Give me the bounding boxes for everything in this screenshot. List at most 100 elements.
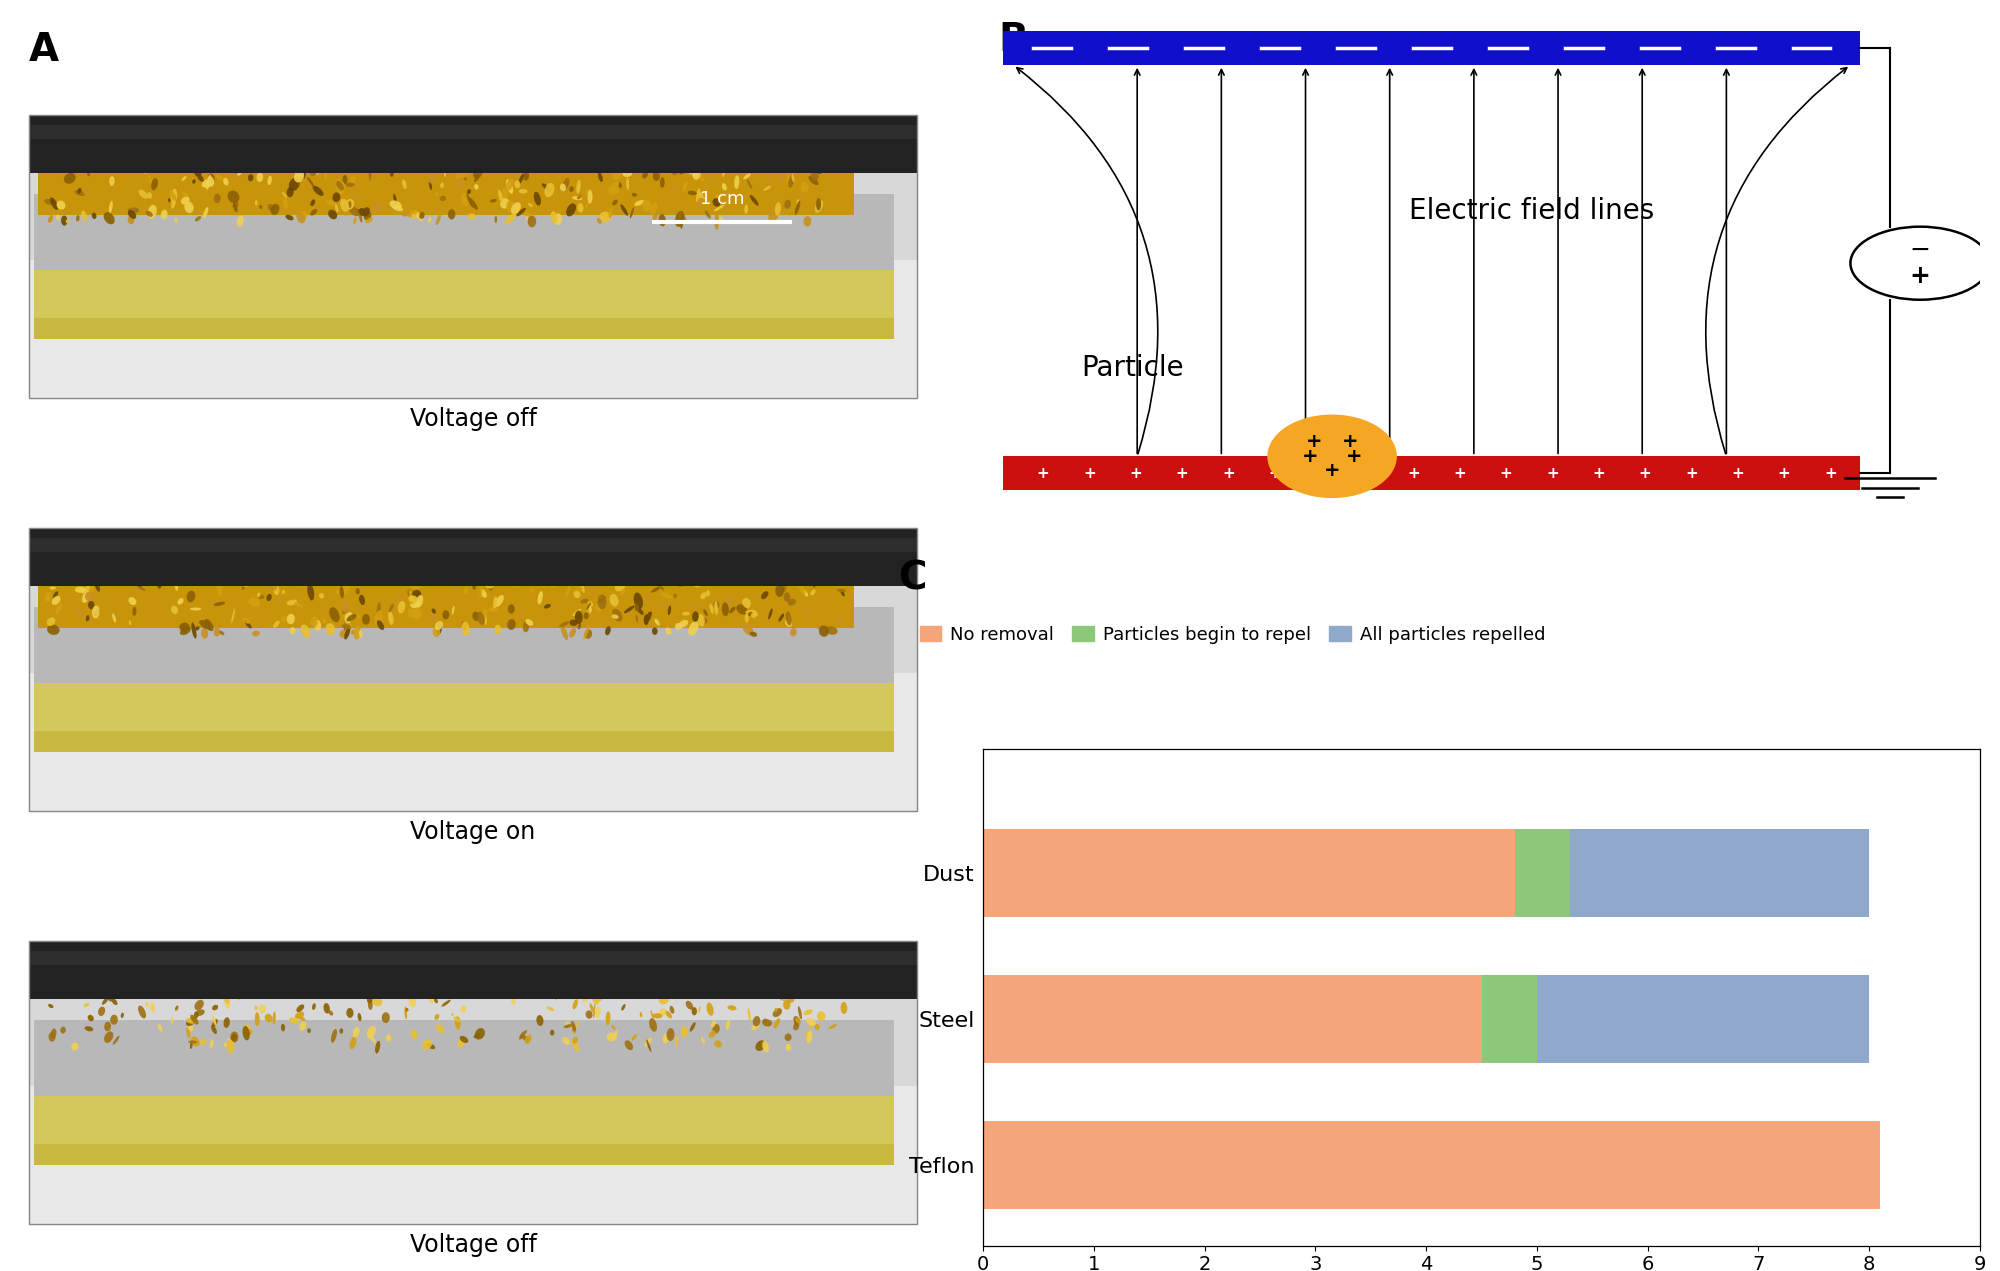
Ellipse shape <box>482 609 488 622</box>
Ellipse shape <box>254 200 258 206</box>
Ellipse shape <box>554 986 556 1000</box>
Ellipse shape <box>610 1024 616 1030</box>
Ellipse shape <box>808 177 818 186</box>
Ellipse shape <box>464 574 472 585</box>
Ellipse shape <box>430 995 434 1003</box>
Ellipse shape <box>524 212 532 219</box>
Ellipse shape <box>50 197 58 210</box>
Ellipse shape <box>788 174 794 188</box>
Ellipse shape <box>392 205 404 211</box>
Ellipse shape <box>194 1000 204 1010</box>
Ellipse shape <box>810 172 818 180</box>
Ellipse shape <box>434 622 442 630</box>
Ellipse shape <box>236 216 244 228</box>
Ellipse shape <box>450 1013 454 1016</box>
Ellipse shape <box>644 611 652 624</box>
Ellipse shape <box>572 574 578 582</box>
Ellipse shape <box>564 1024 572 1028</box>
Ellipse shape <box>580 158 586 169</box>
Bar <box>1536 975 1870 1063</box>
Ellipse shape <box>624 1040 634 1050</box>
Ellipse shape <box>460 1005 466 1013</box>
Ellipse shape <box>700 592 706 600</box>
Ellipse shape <box>692 604 700 611</box>
Ellipse shape <box>658 995 668 1004</box>
Ellipse shape <box>350 175 356 184</box>
Ellipse shape <box>160 989 166 998</box>
Ellipse shape <box>368 1035 376 1043</box>
Ellipse shape <box>452 605 454 615</box>
Ellipse shape <box>676 578 684 587</box>
Ellipse shape <box>666 1028 674 1041</box>
Text: +: + <box>1302 447 1318 465</box>
Ellipse shape <box>412 608 422 620</box>
Ellipse shape <box>228 1040 234 1054</box>
Ellipse shape <box>236 995 240 1000</box>
Ellipse shape <box>612 200 618 206</box>
Ellipse shape <box>738 577 740 585</box>
Ellipse shape <box>258 1004 266 1013</box>
Ellipse shape <box>734 578 740 586</box>
Ellipse shape <box>528 576 536 583</box>
Ellipse shape <box>704 167 706 172</box>
Ellipse shape <box>748 611 754 616</box>
Ellipse shape <box>612 169 622 179</box>
Ellipse shape <box>340 1028 344 1033</box>
Ellipse shape <box>292 158 298 164</box>
Ellipse shape <box>714 194 722 203</box>
Ellipse shape <box>290 158 302 168</box>
Ellipse shape <box>360 208 364 216</box>
Ellipse shape <box>714 198 716 202</box>
Ellipse shape <box>196 627 200 630</box>
Ellipse shape <box>436 622 442 636</box>
Ellipse shape <box>148 172 152 184</box>
Bar <box>1004 31 1860 65</box>
Ellipse shape <box>408 158 418 164</box>
Ellipse shape <box>184 201 194 214</box>
Ellipse shape <box>172 605 178 614</box>
Ellipse shape <box>134 582 144 586</box>
Ellipse shape <box>232 164 240 174</box>
Ellipse shape <box>708 177 712 184</box>
Ellipse shape <box>308 177 314 187</box>
Ellipse shape <box>806 1031 812 1041</box>
Ellipse shape <box>340 629 348 638</box>
Ellipse shape <box>546 1007 554 1012</box>
Ellipse shape <box>258 592 260 597</box>
Ellipse shape <box>688 622 698 636</box>
Ellipse shape <box>674 211 684 228</box>
Ellipse shape <box>388 611 394 625</box>
Ellipse shape <box>498 580 510 586</box>
Ellipse shape <box>170 189 178 203</box>
Ellipse shape <box>232 1035 236 1041</box>
Ellipse shape <box>374 610 382 625</box>
Ellipse shape <box>160 210 168 220</box>
Bar <box>1570 829 1870 916</box>
Ellipse shape <box>614 1031 618 1041</box>
Ellipse shape <box>332 168 338 173</box>
Ellipse shape <box>296 212 306 224</box>
Ellipse shape <box>692 1007 696 1016</box>
Ellipse shape <box>578 161 586 172</box>
Ellipse shape <box>330 608 340 623</box>
Ellipse shape <box>620 205 628 216</box>
Ellipse shape <box>244 1024 250 1035</box>
Ellipse shape <box>516 208 526 216</box>
Ellipse shape <box>46 618 56 627</box>
Ellipse shape <box>386 1035 392 1042</box>
Ellipse shape <box>674 594 676 599</box>
Ellipse shape <box>714 214 720 230</box>
Bar <box>1004 456 1860 491</box>
Ellipse shape <box>244 1026 250 1035</box>
Ellipse shape <box>182 574 190 583</box>
Ellipse shape <box>560 622 570 628</box>
Ellipse shape <box>112 1036 120 1045</box>
Ellipse shape <box>794 1023 800 1031</box>
Ellipse shape <box>596 602 604 611</box>
Ellipse shape <box>376 1041 380 1054</box>
Ellipse shape <box>308 1028 310 1033</box>
Ellipse shape <box>202 207 208 219</box>
Ellipse shape <box>132 606 136 616</box>
Bar <box>30 114 918 398</box>
Ellipse shape <box>494 595 504 608</box>
